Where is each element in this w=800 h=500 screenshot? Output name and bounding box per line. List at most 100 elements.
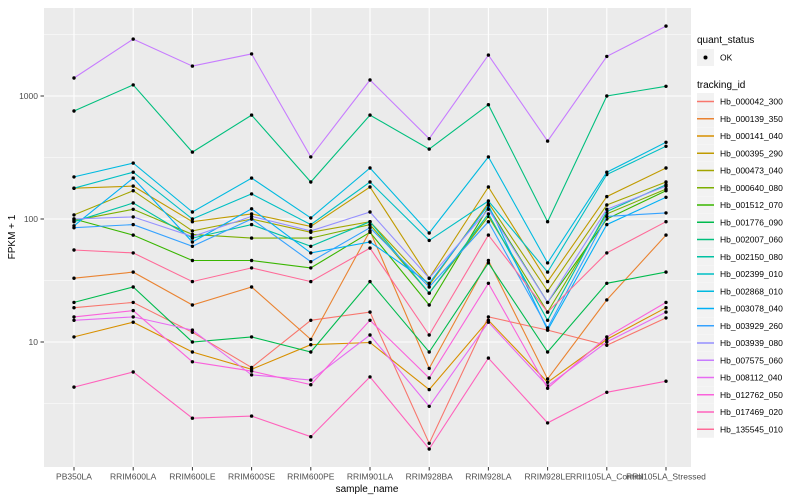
data-point	[309, 279, 313, 284]
data-point	[131, 207, 135, 211]
x-tick-label: RRIM928BA	[406, 472, 454, 482]
data-point	[72, 186, 76, 190]
data-point	[427, 441, 431, 445]
data-point	[486, 281, 491, 285]
y-axis-title: FPKM + 1	[7, 214, 18, 259]
data-point	[368, 333, 372, 337]
legend-label: Hb_012762_050	[720, 390, 783, 400]
data-point	[72, 276, 76, 280]
x-tick-label: RRIM901LA	[347, 472, 394, 482]
data-point	[664, 379, 668, 383]
data-point	[605, 203, 609, 207]
data-point	[72, 248, 76, 252]
data-point	[605, 340, 609, 344]
data-point	[72, 306, 76, 310]
legend-item: Hb_000640_080	[697, 179, 783, 197]
legend-item: Hb_000042_300	[697, 93, 783, 110]
data-point	[545, 326, 550, 330]
data-point	[72, 217, 76, 221]
data-point	[368, 222, 372, 227]
data-point	[72, 226, 76, 230]
data-point	[427, 376, 431, 380]
data-point	[427, 404, 431, 408]
data-point	[545, 421, 550, 425]
data-point	[486, 315, 491, 319]
data-point	[72, 315, 76, 319]
legend-label: Hb_002868_010	[720, 286, 783, 296]
data-point	[131, 251, 135, 255]
data-point	[664, 211, 668, 215]
data-point	[427, 238, 431, 243]
data-point	[427, 147, 431, 151]
data-point	[605, 54, 609, 59]
legend-item: Hb_002399_010	[697, 265, 783, 283]
data-point	[486, 220, 491, 224]
legend-label: Hb_000139_350	[720, 114, 783, 124]
data-point	[249, 207, 254, 211]
legend-item: Hb_000141_040	[697, 127, 783, 145]
data-point	[368, 310, 372, 314]
data-point	[545, 310, 550, 314]
data-point	[72, 175, 76, 179]
data-point	[664, 166, 668, 170]
data-point	[309, 337, 313, 342]
data-point	[427, 366, 431, 371]
x-tick-label: RRII105LA_Control	[570, 472, 644, 482]
data-point	[545, 270, 550, 274]
data-point	[131, 315, 135, 319]
data-point	[486, 185, 491, 189]
legend-label: Hb_135545_010	[720, 424, 783, 434]
data-point	[368, 240, 372, 244]
data-point	[545, 300, 550, 305]
data-point	[249, 258, 254, 263]
data-point	[664, 140, 668, 144]
data-point	[605, 281, 609, 285]
data-point	[131, 285, 135, 289]
data-point	[664, 233, 668, 237]
data-point	[249, 212, 254, 216]
data-point	[368, 210, 372, 214]
data-point	[309, 435, 313, 439]
legend-label: Hb_001776_090	[720, 217, 783, 227]
data-point	[190, 328, 195, 332]
data-point	[131, 161, 135, 165]
data-point	[249, 176, 254, 180]
data-point	[190, 303, 195, 307]
legend-label: Hb_007575_060	[720, 355, 783, 365]
data-point	[249, 217, 254, 221]
data-point	[190, 240, 195, 244]
legend-title-quant-status: quant_status	[697, 35, 754, 46]
data-point	[131, 189, 135, 193]
data-point	[605, 207, 609, 211]
data-point	[427, 281, 431, 285]
data-point	[249, 192, 254, 196]
data-point	[72, 76, 76, 80]
x-tick-label: RRIM600LA	[110, 472, 157, 482]
data-point	[190, 244, 195, 248]
data-point	[131, 270, 135, 274]
data-point	[486, 233, 491, 237]
data-point	[309, 260, 313, 264]
x-tick-label: RRII105LA_Stressed	[626, 472, 706, 482]
data-point	[131, 170, 135, 174]
legend-item: Hb_002150_080	[697, 248, 783, 266]
data-point	[249, 52, 254, 56]
data-point	[190, 258, 195, 263]
data-point	[368, 220, 372, 224]
x-tick-label: RRIM928LA	[465, 472, 512, 482]
x-tick-label: RRIM600SE	[228, 472, 276, 482]
data-point	[605, 343, 609, 347]
legend-item: Hb_007575_060	[697, 351, 783, 369]
data-point	[545, 380, 550, 384]
legend-item: Hb_002868_010	[697, 282, 783, 300]
data-point	[368, 185, 372, 189]
data-point	[309, 216, 313, 220]
data-point	[309, 180, 313, 184]
data-point	[545, 261, 550, 265]
data-point	[131, 184, 135, 188]
data-point	[545, 279, 550, 284]
data-point	[131, 233, 135, 237]
legend-item: Hb_003939_080	[697, 334, 783, 352]
data-point	[309, 266, 313, 270]
legend-label: Hb_000141_040	[720, 131, 783, 141]
